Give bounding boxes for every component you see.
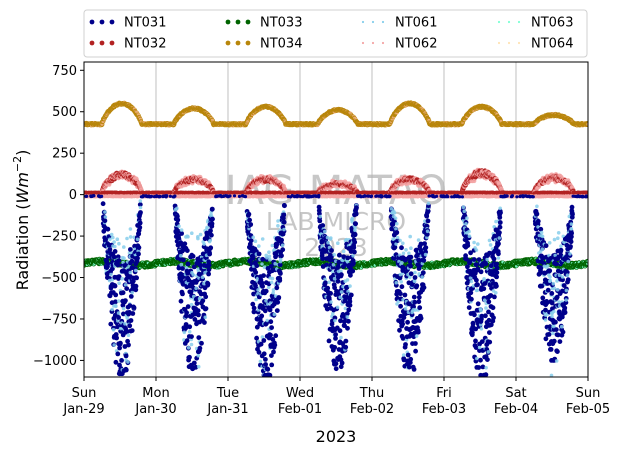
watermark-line-2: LAB MICRO [266,207,406,236]
data-points [84,100,588,377]
watermark-line-3: 2023 [304,233,368,262]
